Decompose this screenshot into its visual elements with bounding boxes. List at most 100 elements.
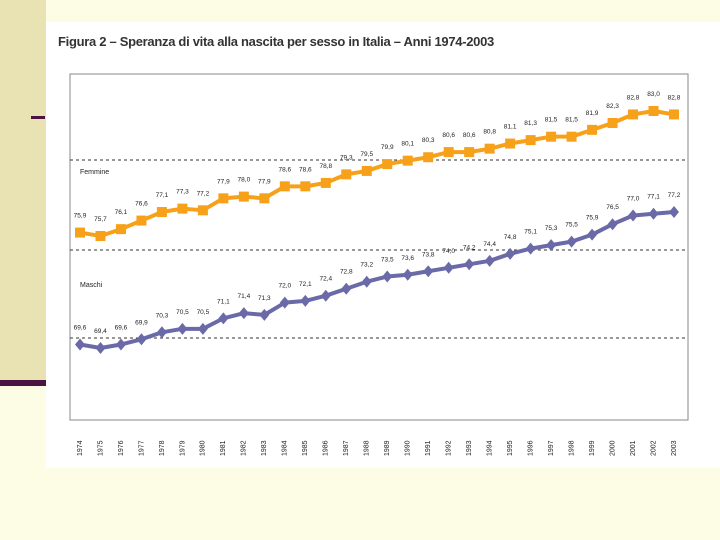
x-tick-label-1999: 1999 — [589, 440, 596, 456]
marker-femmine-1993 — [464, 147, 475, 158]
data-label-maschi-1978: 70,3 — [156, 312, 169, 319]
x-tick-label-1977: 1977 — [138, 440, 145, 456]
marker-femmine-1995 — [505, 138, 516, 149]
marker-maschi-1996 — [525, 242, 536, 255]
marker-femmine-1998 — [566, 131, 577, 142]
x-tick-label-1975: 1975 — [97, 440, 104, 456]
data-label-femmine-2002: 83,0 — [647, 91, 660, 98]
data-label-maschi-1991: 73,8 — [422, 251, 435, 258]
data-label-maschi-1976: 69,6 — [115, 325, 128, 332]
marker-femmine-1974 — [75, 227, 85, 238]
marker-maschi-1998 — [566, 235, 577, 248]
marker-femmine-1992 — [443, 147, 454, 158]
x-tick-label-1991: 1991 — [425, 440, 432, 456]
marker-femmine-1975 — [95, 231, 106, 241]
data-label-maschi-1993: 74,2 — [463, 244, 476, 251]
data-label-femmine-1997: 81,5 — [545, 117, 558, 124]
marker-maschi-1987 — [341, 282, 352, 295]
marker-femmine-1985 — [300, 181, 311, 192]
x-tick-label-1994: 1994 — [486, 440, 493, 456]
marker-femmine-1989 — [382, 159, 393, 170]
data-label-maschi-1990: 73,6 — [401, 255, 414, 262]
data-label-femmine-1981: 77,9 — [217, 178, 230, 185]
data-label-maschi-1985: 72,1 — [299, 281, 312, 288]
x-tick-label-1978: 1978 — [159, 440, 166, 456]
x-tick-label-2002: 2002 — [650, 440, 657, 456]
life-expectancy-chart: Femmine Maschi 75,9 75,7 76,1 76,6 77,1 77,3 77,… — [69, 73, 689, 456]
marker-femmine-2000 — [607, 117, 618, 128]
data-label-femmine-2000: 82,3 — [606, 103, 619, 110]
x-tick-label-1979: 1979 — [179, 440, 186, 456]
data-label-maschi-1980: 70,5 — [197, 309, 210, 316]
data-label-maschi-1987: 72,8 — [340, 269, 353, 276]
data-label-femmine-1978: 77,1 — [156, 192, 169, 199]
marker-femmine-1991 — [423, 152, 434, 163]
marker-maschi-1976 — [115, 338, 126, 351]
x-tick-label-1996: 1996 — [527, 440, 534, 456]
data-label-maschi-2002: 77,1 — [647, 194, 660, 201]
figure-panel: Figura 2 – Speranza di vita alla nascita… — [46, 22, 720, 468]
marker-maschi-1990 — [402, 268, 413, 281]
data-label-maschi-1981: 71,1 — [217, 298, 230, 305]
data-label-maschi-2003: 77,2 — [668, 192, 681, 199]
data-label-maschi-1982: 71,4 — [238, 293, 251, 300]
x-tick-label-2003: 2003 — [671, 440, 678, 456]
data-label-femmine-1993: 80,6 — [463, 132, 476, 139]
data-label-femmine-1980: 77,2 — [197, 190, 210, 197]
marker-femmine-1983 — [259, 193, 270, 204]
data-label-maschi-1992: 74,0 — [442, 248, 455, 255]
x-tick-label-1988: 1988 — [364, 440, 371, 456]
data-label-maschi-1986: 72,4 — [319, 276, 332, 283]
data-label-maschi-1998: 75,5 — [565, 222, 578, 229]
marker-maschi-1995 — [505, 247, 516, 260]
x-tick-label-1998: 1998 — [568, 440, 575, 456]
slide-accent-line — [31, 116, 45, 119]
data-label-femmine-1985: 78,6 — [299, 166, 312, 173]
x-tick-label-1981: 1981 — [220, 440, 227, 456]
x-tick-label-1986: 1986 — [323, 440, 330, 456]
data-label-femmine-2003: 82,8 — [668, 94, 681, 101]
data-label-maschi-2000: 76,5 — [606, 204, 619, 211]
marker-femmine-2002 — [648, 106, 659, 116]
data-label-maschi-1997: 75,3 — [545, 225, 558, 232]
marker-femmine-1996 — [525, 135, 536, 146]
marker-maschi-2001 — [628, 209, 639, 222]
series-line-maschi — [79, 210, 675, 350]
data-label-femmine-1999: 81,9 — [586, 110, 599, 117]
data-label-maschi-1975: 69,4 — [94, 328, 107, 335]
data-label-maschi-2001: 77,0 — [627, 195, 640, 202]
x-tick-label-1984: 1984 — [282, 440, 289, 456]
marker-femmine-1980 — [197, 205, 208, 216]
data-label-maschi-1983: 71,3 — [258, 295, 271, 302]
marker-maschi-2000 — [607, 218, 618, 231]
data-label-femmine-1989: 79,9 — [381, 144, 394, 151]
marker-maschi-1994 — [484, 254, 495, 267]
data-label-maschi-1984: 72,0 — [278, 283, 291, 290]
x-tick-label-1974: 1974 — [77, 440, 84, 456]
marker-maschi-1977 — [136, 333, 147, 346]
marker-maschi-1974 — [75, 338, 85, 351]
data-label-femmine-1974: 75,9 — [74, 213, 87, 220]
data-label-maschi-1995: 74,8 — [504, 234, 517, 241]
marker-femmine-1976 — [115, 224, 126, 235]
data-label-femmine-1979: 77,3 — [176, 189, 189, 196]
data-label-femmine-1983: 77,9 — [258, 178, 271, 185]
marker-maschi-1982 — [238, 307, 249, 320]
marker-maschi-1997 — [546, 239, 557, 252]
x-tick-label-1985: 1985 — [302, 440, 309, 456]
data-label-femmine-1990: 80,1 — [401, 141, 414, 148]
marker-femmine-2001 — [628, 109, 639, 120]
data-label-femmine-1986: 78,8 — [319, 163, 332, 170]
marker-femmine-2003 — [669, 109, 679, 120]
data-label-femmine-1988: 79,5 — [360, 151, 373, 158]
marker-maschi-1992 — [443, 261, 454, 274]
slide-left-strip — [0, 0, 46, 385]
marker-femmine-1977 — [136, 215, 147, 226]
marker-maschi-1991 — [423, 265, 434, 278]
data-label-femmine-1975: 75,7 — [94, 216, 107, 223]
marker-maschi-1986 — [320, 289, 331, 302]
data-label-maschi-1974: 69,6 — [74, 325, 87, 332]
x-tick-label-1992: 1992 — [446, 440, 453, 456]
data-label-femmine-1987: 79,3 — [340, 154, 353, 161]
data-label-femmine-1994: 80,8 — [483, 129, 496, 136]
